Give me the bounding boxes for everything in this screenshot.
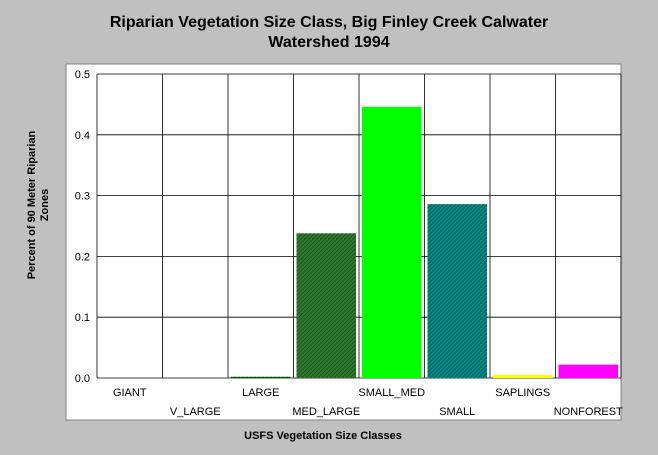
- bar-saplings: [493, 374, 553, 378]
- x-tick-label: SAPLINGS: [495, 387, 550, 399]
- x-tick-label: SMALL_MED: [358, 387, 425, 399]
- y-axis-label: Percent of 90 Meter Riparian Zones: [26, 130, 51, 279]
- x-tick-label: SMALL: [439, 406, 475, 418]
- x-tick-label: V_LARGE: [170, 406, 221, 418]
- bars: [231, 106, 618, 378]
- y-axis-label-line-2: Zones: [39, 189, 51, 221]
- bar-small-med: [362, 106, 422, 378]
- y-tick-label: 0.5: [75, 69, 90, 81]
- x-tick-labels: GIANT V_LARGE LARGE MED_LARGE SMALL_MED SMALL…: [113, 387, 623, 418]
- bar-nonforest: [558, 364, 618, 378]
- y-tick-label: 0.3: [75, 191, 90, 203]
- x-tick-label: NONFOREST: [554, 406, 623, 418]
- chart-title-line-2: Watershed 1994: [268, 34, 390, 51]
- y-tick-label: 0.4: [75, 130, 90, 142]
- x-tick-label: GIANT: [113, 387, 147, 399]
- y-axis-label-line-1: Percent of 90 Meter Riparian: [26, 130, 38, 279]
- x-tick-label: LARGE: [242, 387, 279, 399]
- x-tick-label: MED_LARGE: [292, 406, 360, 418]
- y-tick-label: 0.1: [75, 312, 90, 324]
- y-tick-labels: 0.0 0.1 0.2 0.3 0.4 0.5: [75, 69, 90, 385]
- y-tick-label: 0.2: [75, 251, 90, 263]
- x-axis-label: USFS Vegetation Size Classes: [244, 430, 402, 442]
- bar-hatch: [296, 233, 356, 378]
- chart-title: Riparian Vegetation Size Class, Big Finl…: [0, 13, 658, 53]
- chart-title-line-1: Riparian Vegetation Size Class, Big Finl…: [109, 14, 549, 31]
- bar-hatch: [231, 376, 291, 378]
- y-tick-label: 0.0: [75, 373, 90, 385]
- bar-hatch: [427, 204, 487, 378]
